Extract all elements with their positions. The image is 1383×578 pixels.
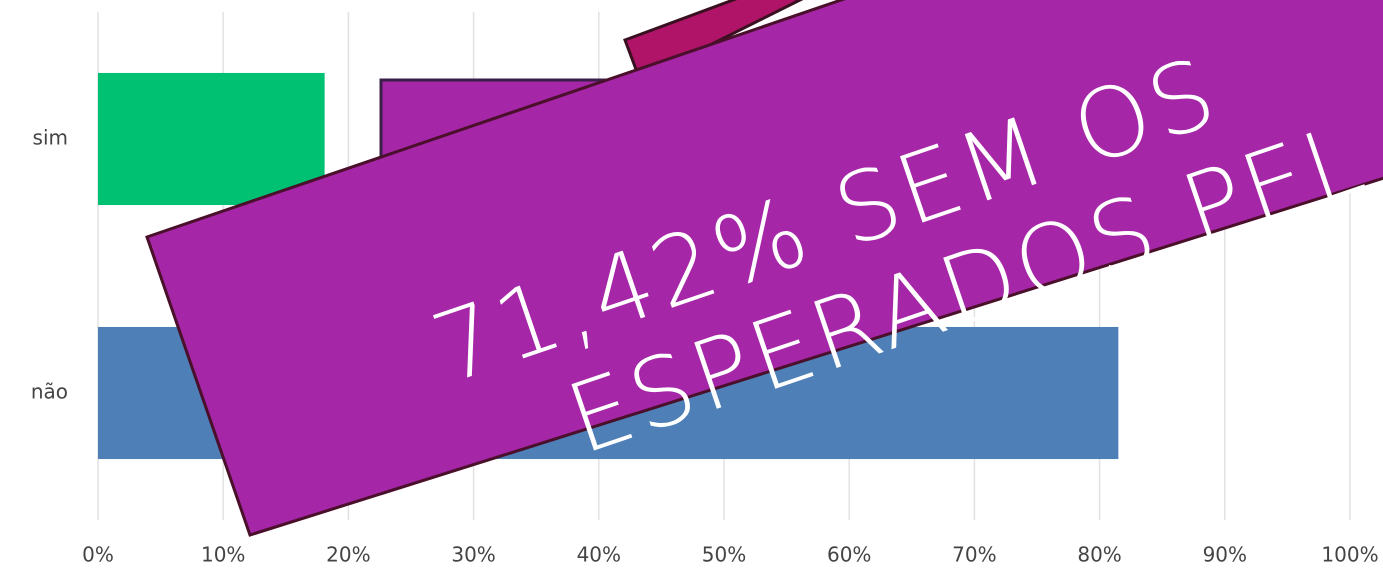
x-tick-label: 80% xyxy=(1077,543,1121,567)
x-tick-label: 50% xyxy=(702,543,746,567)
x-tick-label: 30% xyxy=(451,543,495,567)
y-tick-label: não xyxy=(31,380,68,404)
x-tick-label: 40% xyxy=(577,543,621,567)
x-tick-label: 70% xyxy=(952,543,996,567)
x-tick-label: 90% xyxy=(1203,543,1247,567)
y-tick-label: sim xyxy=(33,126,68,150)
bar xyxy=(98,72,325,206)
banner xyxy=(145,0,1383,537)
x-tick-label: 20% xyxy=(326,543,370,567)
x-tick-label: 0% xyxy=(82,543,114,567)
x-tick-label: 60% xyxy=(827,543,871,567)
x-tick-label: 10% xyxy=(201,543,245,567)
x-tick-label: 100% xyxy=(1321,543,1378,567)
